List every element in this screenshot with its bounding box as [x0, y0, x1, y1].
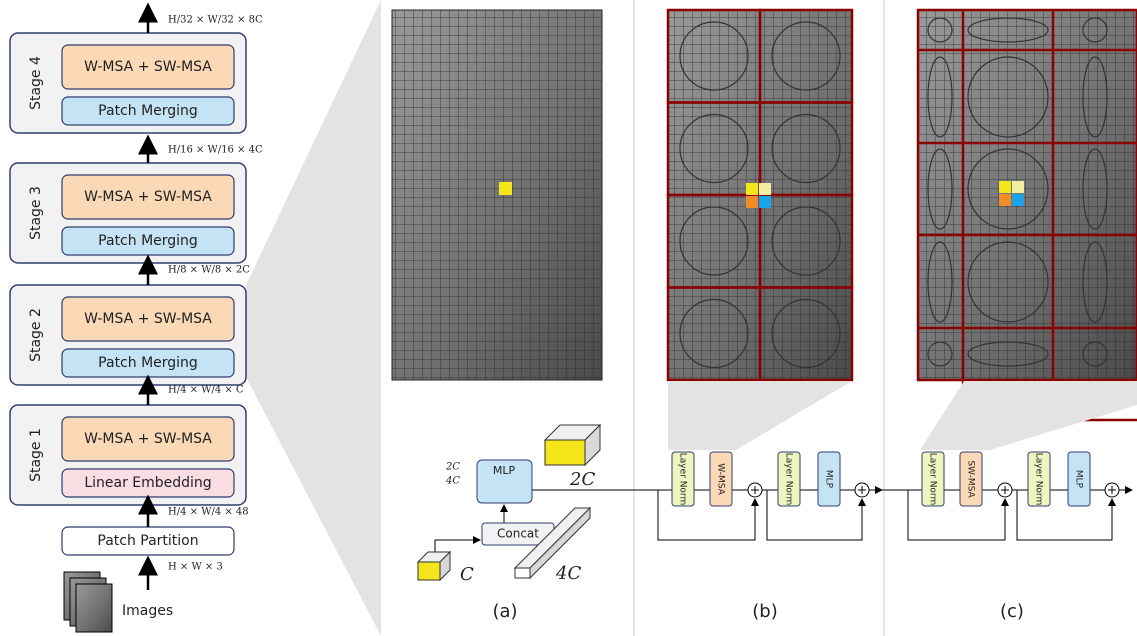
module-label: Patch Merging [98, 233, 198, 249]
patch-grid [918, 10, 1137, 380]
patch-grid [392, 10, 602, 380]
patch [499, 182, 512, 195]
dimension: H/4 × W/4 × C [168, 385, 244, 396]
block-label: W-MSA [716, 463, 726, 495]
partition-label: Patch Partition [97, 533, 198, 549]
cube-face [418, 562, 440, 580]
mlp-label: MLP [493, 464, 516, 477]
diagram: Stage 4 W-MSA + SW-MSA Patch Merging Stage … [0, 0, 1137, 636]
attention-label: W-MSA + SW-MSA [84, 311, 212, 327]
cat-dim: 4C [555, 563, 581, 584]
images-label: Images [122, 603, 173, 619]
bar-block [515, 568, 530, 578]
caption: (b) [752, 601, 777, 622]
module-label: Linear Embedding [84, 475, 211, 491]
in-dim: C [460, 564, 474, 585]
caption: (c) [1000, 601, 1024, 622]
block-label: Layer Norm [928, 453, 938, 506]
block-label: MLP [824, 470, 834, 489]
cube-face [545, 440, 585, 465]
pipeline: Stage 4 W-MSA + SW-MSA Patch Merging Stage … [10, 5, 263, 632]
stage-label: Stage 4 [28, 56, 44, 110]
attention-label: W-MSA + SW-MSA [84, 189, 212, 205]
zoom-funnel [920, 381, 1137, 450]
block-label: Layer Norm [678, 453, 688, 506]
caption: (a) [492, 601, 517, 622]
stage-label: Stage 3 [28, 186, 44, 240]
module-label: Patch Merging [98, 355, 198, 371]
dimension: H/8 × W/8 × 2C [168, 265, 250, 276]
block-label: MLP [1074, 470, 1084, 489]
dimension: H/32 × W/32 × 8C [168, 15, 263, 26]
block-label: Layer Norm [1034, 453, 1044, 506]
stage-label: Stage 1 [28, 428, 44, 482]
dimension: H/4 × W/4 × 48 [168, 507, 249, 518]
image-icon [76, 584, 112, 632]
zoom-funnel [246, 0, 381, 636]
module-label: Patch Merging [98, 103, 198, 119]
dimension: H × W × 3 [168, 562, 223, 573]
stage-label: Stage 2 [28, 308, 44, 362]
out-dim: 2C [569, 469, 595, 490]
mlp-in: 4C [445, 476, 460, 487]
block-label: SW-MSA [966, 460, 976, 498]
blocks: MLP 2C 4C Concat 2C C 4C Layer Norm W-MSA Layer N… [418, 425, 1132, 585]
attention-label: W-MSA + SW-MSA [84, 431, 212, 447]
dimension: H/16 × W/16 × 4C [168, 145, 263, 156]
zoom-funnel [668, 381, 852, 450]
block-label: Layer Norm [784, 453, 794, 506]
attention-label: W-MSA + SW-MSA [84, 59, 212, 75]
concat-label: Concat [497, 527, 539, 541]
mlp-out: 2C [445, 462, 460, 473]
